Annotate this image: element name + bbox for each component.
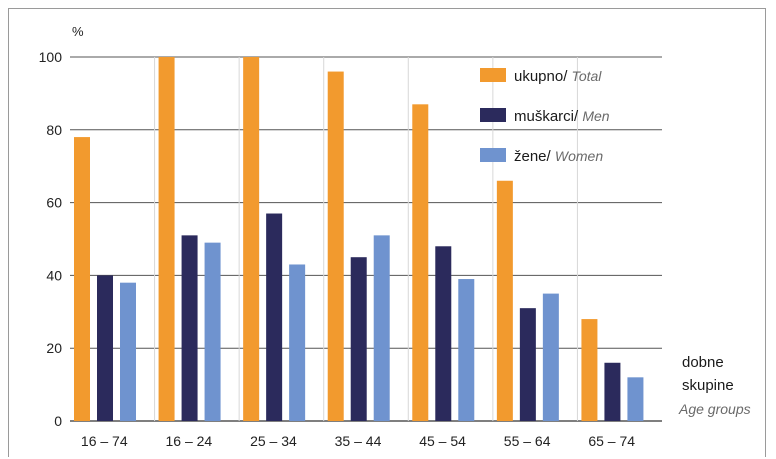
- y-tick-label: 20: [46, 340, 62, 356]
- bar: [243, 57, 260, 421]
- bar: [496, 180, 513, 421]
- legend-swatch: [480, 148, 506, 162]
- bar: [350, 257, 367, 421]
- legend: ukupno/ Total muškarci/ Men žene/ Women: [480, 68, 610, 165]
- legend-label: muškarci/ Men: [514, 108, 610, 125]
- bar: [412, 104, 429, 421]
- bar: [458, 279, 475, 421]
- x-axis: 16 – 74 16 – 24 25 – 34 35 – 44 45 – 54 55 – …: [81, 433, 635, 449]
- bar: [289, 264, 306, 421]
- y-axis-label: %: [72, 24, 84, 39]
- bar: [97, 275, 113, 421]
- legend-label: žene/ Women: [514, 148, 603, 165]
- bars: [74, 57, 644, 421]
- bar: [266, 213, 283, 421]
- x-tick-label: 16 – 74: [81, 433, 128, 449]
- x-tick-label: 16 – 24: [165, 433, 212, 449]
- y-tick-label: 80: [46, 122, 62, 138]
- x-tick-label: 35 – 44: [335, 433, 382, 449]
- x-tick-label: 55 – 64: [504, 433, 551, 449]
- x-axis-label-english: Age groups: [678, 401, 751, 417]
- bar: [435, 246, 452, 421]
- y-axis: 0 20 40 60 80 100: [39, 49, 63, 429]
- bar: [373, 235, 390, 421]
- bar: [604, 362, 621, 421]
- y-tick-label: 60: [46, 195, 62, 211]
- y-tick-label: 40: [46, 267, 62, 283]
- x-tick-label: 65 – 74: [588, 433, 635, 449]
- legend-label: ukupno/ Total: [514, 68, 602, 85]
- bar: [204, 242, 221, 421]
- bar: [74, 137, 90, 421]
- x-axis-label-line2: skupine: [682, 377, 734, 394]
- x-tick-label: 25 – 34: [250, 433, 297, 449]
- bar: [581, 319, 598, 421]
- bar: [181, 235, 198, 421]
- bar: [158, 57, 175, 421]
- bar: [627, 377, 644, 421]
- x-tick-label: 45 – 54: [419, 433, 466, 449]
- x-axis-label-line1: dobne: [682, 354, 724, 371]
- bar: [542, 293, 559, 421]
- legend-swatch: [480, 68, 506, 82]
- bar: [327, 71, 344, 421]
- bar: [120, 282, 136, 421]
- bar: [519, 308, 536, 421]
- y-tick-label: 0: [54, 413, 62, 429]
- legend-swatch: [480, 108, 506, 122]
- y-tick-label: 100: [39, 49, 63, 65]
- chart-frame: [8, 8, 766, 457]
